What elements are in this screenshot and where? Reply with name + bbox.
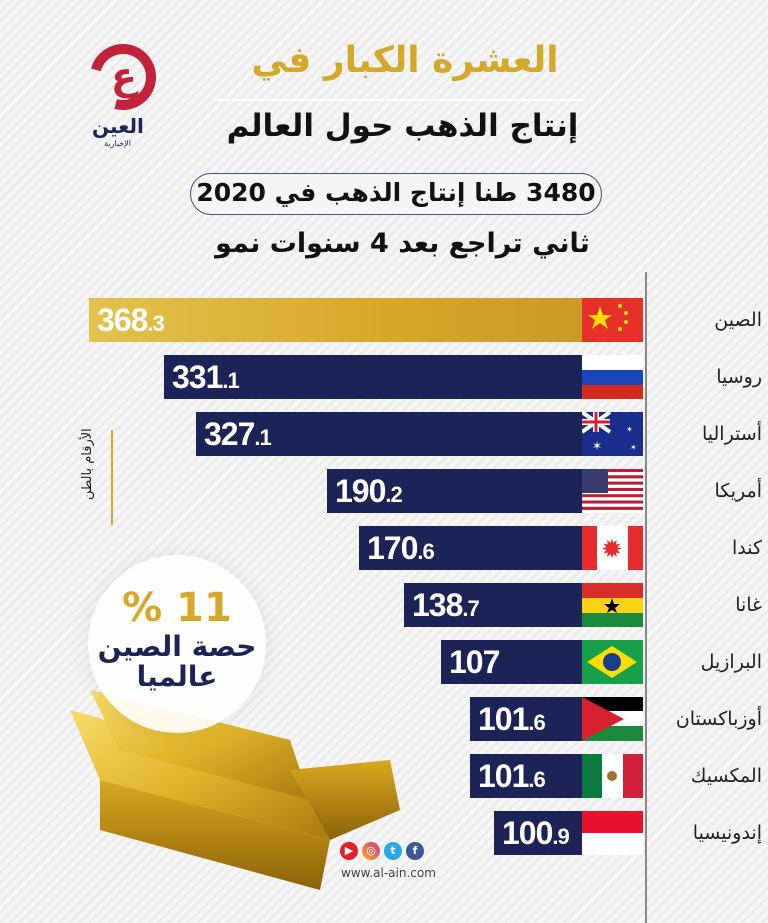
bar-2: 327.1: [196, 412, 582, 456]
social-icons: ▶ ◎ t f: [340, 842, 424, 860]
bar-value: 368.3: [97, 302, 165, 338]
flag-icon: ✶ ✶ ✶: [582, 412, 643, 456]
svg-text:✶: ✶: [630, 443, 637, 452]
logo-name: العين: [92, 114, 144, 138]
share-label-line-1: حصة الصين: [97, 630, 257, 663]
bar-value: 100.9: [502, 815, 570, 851]
bar-value: 107: [449, 644, 500, 680]
flag-icon: ✹: [582, 526, 643, 570]
flag-icon: [582, 298, 643, 342]
country-label: إندونيسيا: [692, 822, 762, 844]
chart-axis-line: [645, 272, 647, 923]
bar-7: 101.6: [470, 697, 582, 741]
country-label: البرازيل: [700, 651, 762, 673]
bar-0: 368.3: [89, 298, 582, 342]
website-url[interactable]: www.al-ain.com: [341, 866, 436, 880]
bar-value: 331.1: [172, 359, 240, 395]
country-label: غانا: [735, 594, 762, 616]
instagram-icon[interactable]: ◎: [362, 842, 380, 860]
title-line-2: إنتاج الذهب حول العالم: [226, 108, 579, 144]
china-share-percent: % 11: [122, 585, 232, 631]
country-label: أستراليا: [701, 423, 762, 445]
gold-bars-image: [70, 690, 400, 890]
flag-icon: [582, 697, 643, 741]
flag-icon: [582, 754, 643, 798]
bar-value: 327.1: [204, 416, 272, 452]
country-label: روسيا: [716, 366, 762, 388]
country-label: الصين: [714, 309, 762, 331]
facebook-icon[interactable]: f: [406, 842, 424, 860]
svg-text:✶: ✶: [592, 439, 602, 453]
flag-icon: [582, 469, 643, 513]
bar-value: 190.2: [335, 473, 403, 509]
units-accent-line: [111, 430, 113, 525]
highlight-circle: [88, 555, 266, 733]
bar-8: 101.6: [470, 754, 582, 798]
bar-value: 138.7: [412, 587, 480, 623]
total-production-pill: 3480 طنا إنتاج الذهب في 2020: [190, 173, 602, 215]
country-label: المكسيك: [690, 765, 762, 787]
bar-1: 331.1: [164, 355, 582, 399]
youtube-icon[interactable]: ▶: [340, 842, 358, 860]
china-share-label: حصة الصين عالميا: [88, 632, 266, 692]
bar-9: 100.9: [494, 811, 582, 855]
bar-6: 107: [441, 640, 582, 684]
units-note: الأرقام بالطن: [80, 428, 95, 500]
twitter-icon[interactable]: t: [384, 842, 402, 860]
bar-4: 170.6: [359, 526, 582, 570]
bar-value: 101.6: [478, 701, 546, 737]
flag-icon: [582, 583, 643, 627]
share-label-line-2: عالميا: [136, 660, 218, 693]
flag-icon: [582, 640, 643, 684]
bar-value: 170.6: [367, 530, 435, 566]
bar-5: 138.7: [404, 583, 582, 627]
country-label: أوزباكستان: [675, 708, 762, 730]
flag-icon: [582, 355, 643, 399]
al-ain-logo: ع العين الإخبارية: [77, 31, 174, 154]
title-divider: [215, 99, 585, 101]
flag-icon: [582, 811, 643, 855]
svg-text:✹: ✹: [601, 535, 623, 565]
bar-value: 101.6: [478, 758, 546, 794]
country-label: كندا: [731, 537, 762, 559]
title-line-1: العشرة الكبار في: [251, 40, 559, 81]
bar-3: 190.2: [327, 469, 582, 513]
country-label: أمريكا: [714, 480, 762, 502]
subtitle: ثاني تراجع بعد 4 سنوات نمو: [215, 228, 590, 259]
logo-glyph: ع: [111, 54, 137, 98]
logo-subtitle: الإخبارية: [104, 139, 131, 148]
svg-text:✶: ✶: [626, 425, 633, 434]
